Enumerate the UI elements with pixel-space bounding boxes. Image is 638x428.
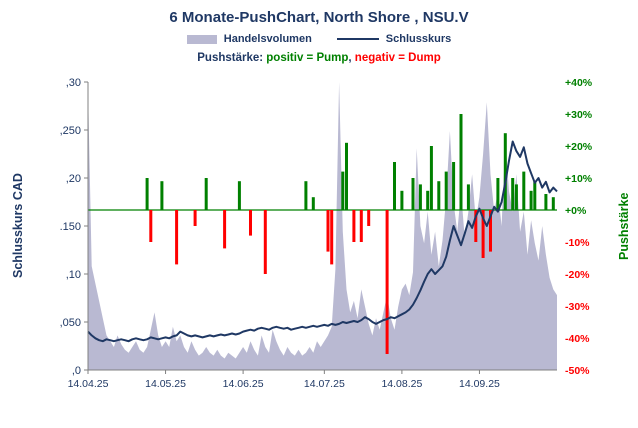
subtitle-separator: , [348, 52, 355, 64]
svg-text:+0%: +0% [565, 205, 587, 217]
subtitle-positive: positiv = Pump [266, 52, 349, 64]
svg-text:,0: ,0 [72, 365, 81, 377]
volume-legend-swatch [186, 34, 217, 44]
svg-text:+30%: +30% [565, 109, 593, 121]
right-tick-labels: +40% +30% +20% +10% +0% -10% -20% -30% -40% -50% [565, 77, 593, 377]
svg-text:.150: .150 [60, 221, 81, 233]
volume-legend-label: Handelsvolumen [223, 33, 312, 45]
svg-text:,30: ,30 [66, 77, 81, 89]
axis-lines [84, 81, 557, 374]
svg-text:-10%: -10% [565, 237, 590, 249]
close-legend-label: Schlusskurs [385, 33, 452, 45]
close-legend-swatch [336, 38, 379, 40]
svg-text:,050: ,050 [60, 317, 81, 329]
svg-text:,10: ,10 [66, 269, 81, 281]
svg-text:-40%: -40% [565, 333, 590, 345]
svg-text:,250: ,250 [60, 125, 81, 137]
push-bars [145, 114, 555, 354]
svg-text:+20%: +20% [565, 141, 593, 153]
close-line [87, 140, 558, 343]
svg-text:14.08.25: 14.08.25 [381, 378, 422, 390]
subtitle-prefix: Pushstärke: [197, 52, 267, 64]
legend: Handelsvolumen Schlusskurs [0, 33, 638, 45]
svg-text:+10%: +10% [565, 173, 593, 185]
svg-text:,20: ,20 [66, 173, 81, 185]
svg-text:14.07.25: 14.07.25 [304, 378, 345, 390]
svg-text:14.06.25: 14.06.25 [223, 378, 264, 390]
subtitle: Pushstärke: positiv = Pump, negativ = Du… [0, 52, 638, 64]
svg-text:-20%: -20% [565, 269, 590, 281]
x-tick-labels: 14.04.25 14.05.25 14.06.25 14.07.25 14.08.25… [68, 378, 500, 390]
volume-area [88, 82, 557, 370]
svg-text:14.04.25: 14.04.25 [68, 378, 109, 390]
left-tick-labels: ,30 ,250 ,20 .150 ,10 ,050 ,0 [60, 77, 81, 377]
svg-text:14.05.25: 14.05.25 [145, 378, 186, 390]
chart-title: 6 Monate-PushChart, North Shore , NSU.V [169, 9, 469, 26]
svg-text:-50%: -50% [565, 365, 590, 377]
subtitle-negative: negativ = Dump [354, 52, 441, 64]
svg-text:-30%: -30% [565, 301, 590, 313]
svg-text:+40%: +40% [565, 77, 593, 89]
svg-text:14.09.25: 14.09.25 [459, 378, 500, 390]
